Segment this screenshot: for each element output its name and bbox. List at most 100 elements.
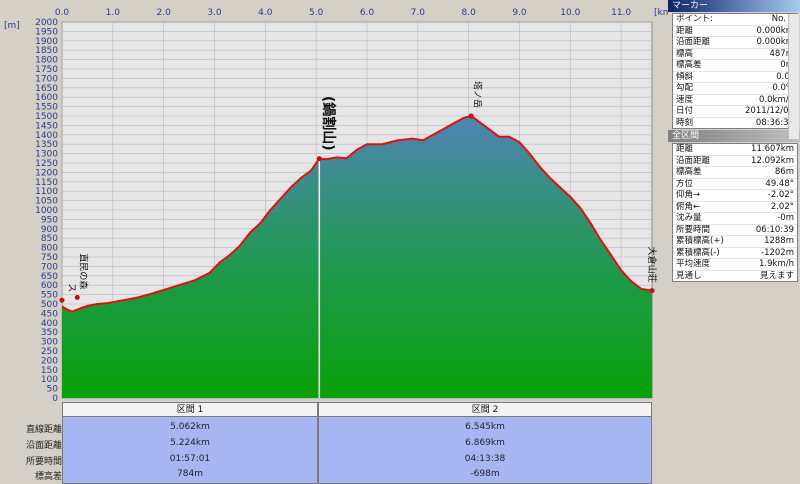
- marker-panel-title: マーカー: [668, 0, 800, 12]
- all-section-row: 累積標高(-) -1202m: [673, 247, 797, 259]
- x-tick-label: 0.0: [55, 8, 70, 18]
- marker-value: 08:36:35: [755, 117, 794, 128]
- y-tick-label: 650: [41, 272, 58, 282]
- all-section-row: 沿面距離 12.092km: [673, 155, 797, 167]
- marker-label: 日付: [676, 106, 694, 116]
- y-tick-label: 300: [41, 338, 58, 348]
- all-section-panel: 距離 11.607km 沿面距離 12.092km 標高差 86m 方位 49.48° 仰角→ -…: [672, 143, 798, 282]
- marker-label: 勾配: [676, 83, 694, 93]
- marker-row: 日付 2011/12/04: [673, 106, 797, 118]
- elevation-chart: 0 50 100 150 200 250 300 350 400 450 500 550 600 650 7…: [4, 8, 668, 402]
- y-tick-label: 350: [41, 328, 58, 338]
- y-tick-label: 1000: [35, 206, 58, 216]
- y-tick-label: 550: [41, 291, 58, 301]
- y-tick-label: 1850: [35, 46, 58, 56]
- row-label-straight-distance: 直線距離: [25, 425, 62, 435]
- all-section-label: 沿面距離: [676, 155, 711, 166]
- y-tick-label: 0: [52, 394, 58, 402]
- all-section-label: 見通し: [676, 270, 702, 281]
- y-tick-label: 150: [41, 366, 58, 376]
- all-section-value: 12.092km: [751, 155, 794, 166]
- all-section-label: 平均速度: [676, 259, 711, 269]
- y-tick-label: 750: [41, 253, 58, 263]
- marker-value: No. 1: [771, 14, 794, 24]
- segment-1-elevation-diff: 784m: [177, 469, 203, 479]
- marker-row: ポイント: No. 1: [673, 14, 797, 26]
- marker-value: 0.0%: [772, 83, 794, 93]
- elevation-area: [62, 114, 652, 398]
- x-tick-label: 5.0: [309, 8, 324, 18]
- marker-row: 時刻 08:36:35: [673, 118, 797, 129]
- y-tick-label: 250: [41, 347, 58, 357]
- segment-2-header[interactable]: 区間 2: [318, 402, 652, 417]
- all-section-value: 見えます: [759, 270, 794, 281]
- x-tick-label: 9.0: [512, 8, 527, 18]
- marker-value: 0.0°: [776, 71, 794, 82]
- all-section-label: 距離: [676, 144, 694, 154]
- marker-value: 0.0km/h: [759, 94, 794, 105]
- y-tick-label: 1800: [35, 56, 58, 66]
- all-section-label: 俯角←: [676, 201, 701, 212]
- segment-1-surface-distance: 5.224km: [170, 438, 210, 448]
- all-section-row: 平均速度 1.9km/h: [673, 259, 797, 271]
- y-tick-label: 1600: [35, 93, 58, 103]
- waypoint-label: 大倉山荘: [646, 247, 658, 283]
- y-tick-label: 1450: [35, 121, 58, 131]
- marker-row: 速度 0.0km/h: [673, 94, 797, 106]
- row-label-surface-distance: 沿面距離: [25, 441, 62, 451]
- x-tick-label: 10.0: [560, 8, 580, 18]
- y-tick-label: 400: [41, 319, 58, 329]
- marker-label: ポイント:: [676, 14, 713, 24]
- y-tick-label: 1550: [35, 103, 58, 113]
- info-sidebar: マーカー ポイント: No. 1 距離 0.000km 沿面距離 0.000km 標高 487…: [668, 0, 800, 484]
- marker-label: 時刻: [676, 117, 694, 128]
- y-tick-label: 800: [41, 244, 58, 254]
- y-tick-label: 50: [47, 385, 59, 395]
- y-tick-label: 500: [41, 300, 58, 310]
- all-section-label: 累積標高(+): [676, 236, 724, 246]
- all-section-value: -1202m: [761, 247, 794, 258]
- segment-2-time: 04:13:38: [464, 454, 506, 464]
- axis-ticks: 0501001502002503003504004505005506006507…: [4, 8, 668, 402]
- y-tick-label: 950: [41, 215, 58, 225]
- marker-row: 傾斜 0.0°: [673, 71, 797, 83]
- waypoint-marker: [59, 297, 65, 303]
- segment-1-header[interactable]: 区間 1: [62, 402, 318, 417]
- y-tick-label: 1350: [35, 140, 58, 150]
- all-section-label: 仰角→: [676, 190, 701, 200]
- segment-2-column[interactable]: 区間 2 6.545km 6.869km 04:13:38 -698m: [318, 402, 652, 484]
- all-section-label: 方位: [676, 178, 694, 189]
- marker-label: 標高: [676, 48, 694, 59]
- segment-2-surface-distance: 6.869km: [465, 438, 505, 448]
- marker-value: 487m: [769, 48, 794, 59]
- x-tick-label: 4.0: [258, 8, 273, 18]
- waypoint-marker: [649, 288, 655, 294]
- marker-value: 0.000km: [756, 25, 794, 36]
- x-unit-label: [km]: [654, 8, 668, 18]
- elevation-fill: [62, 116, 652, 398]
- x-tick-label: 11.0: [611, 8, 631, 18]
- y-tick-label: 1500: [35, 112, 58, 122]
- all-section-row: 沈み量 -0m: [673, 213, 797, 225]
- waypoint-marker: [316, 156, 322, 162]
- elevation-line: [62, 114, 652, 313]
- segment-1-column[interactable]: 区間 1 5.062km 5.224km 01:57:01 784m: [62, 402, 318, 484]
- all-section-value: 11.607km: [751, 144, 794, 154]
- waypoint-label: ス: [66, 283, 76, 292]
- all-section-value: -2.02°: [767, 190, 794, 200]
- all-section-row: 俯角← 2.02°: [673, 201, 797, 213]
- waypoint-marker: [74, 294, 80, 300]
- segment-table: 直線距離 沿面距離 所要時間 標高差 区間 1 5.062km 5.224km …: [0, 402, 668, 484]
- all-section-row: 所要時間 06:10:39: [673, 225, 797, 236]
- all-section-value: 86m: [774, 167, 794, 177]
- segment-2-elevation-diff: -698m: [470, 469, 500, 479]
- row-label-elevation-diff: 標高差: [34, 472, 62, 482]
- all-section-label: 沈み量: [676, 213, 702, 223]
- y-tick-label: 200: [41, 356, 58, 366]
- x-tick-label: 3.0: [207, 8, 222, 18]
- marker-row: 標高差 0m: [673, 60, 797, 72]
- marker-panel-scrollbar[interactable]: [788, 14, 799, 139]
- marker-row: 標高 487m: [673, 48, 797, 60]
- y-tick-label: 1200: [35, 168, 58, 178]
- waypoint-label: 塔ノ岳: [471, 81, 483, 108]
